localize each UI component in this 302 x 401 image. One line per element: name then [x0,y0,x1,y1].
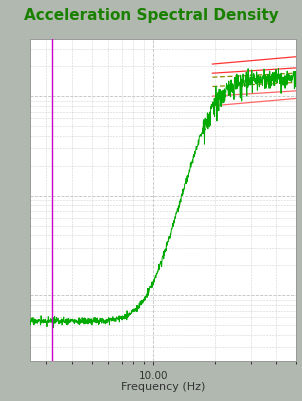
X-axis label: Frequency (Hz): Frequency (Hz) [121,381,205,391]
Text: Acceleration Spectral Density: Acceleration Spectral Density [24,8,278,22]
